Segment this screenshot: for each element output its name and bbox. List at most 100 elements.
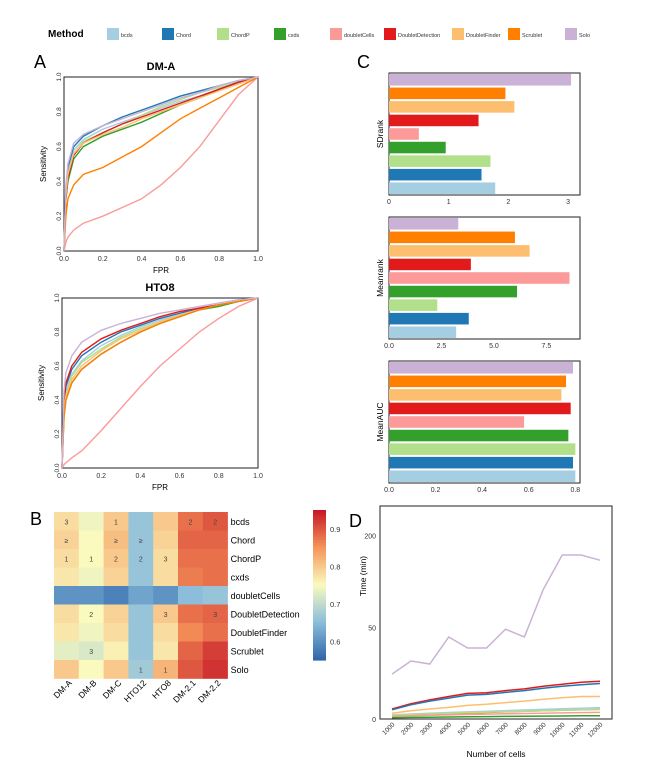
hto8-y-tick-label: 0.6: [54, 361, 61, 370]
dm-a-title: DM-A: [147, 61, 176, 73]
legend-label-doubletdetection: DoubletDetection: [398, 33, 440, 39]
colorbar-segment: [313, 627, 326, 631]
dm-a-x-tick-label: 1.0: [253, 256, 263, 263]
colorbar-segment: [313, 537, 326, 541]
dm-a-plot-frame: [63, 76, 259, 252]
heatmap-cell-label: 3: [164, 612, 168, 619]
sdrank-y-axis-label: SDrank: [375, 119, 385, 148]
meanauc-x-tick-label: 0.0: [384, 487, 394, 494]
heatmap-cell: [103, 604, 129, 624]
heatmap-cell-label: 1: [64, 556, 68, 563]
heatmap-cell: [153, 586, 179, 605]
heatmap-cell: [103, 567, 129, 587]
colorbar-segment: [313, 525, 326, 529]
legend-label-cxds: cxds: [288, 33, 300, 39]
heatmap-cell-label: 2: [213, 519, 217, 526]
runtime-line-chordp: [391, 708, 601, 717]
runtime-line-solo: [391, 554, 601, 675]
heatmap-column-label: DM-2.2: [196, 678, 223, 705]
colorbar-segment: [313, 647, 326, 651]
meanauc-bar-bcds: [389, 470, 576, 482]
panel-label-c: C: [357, 52, 370, 72]
dm-a-x-axis-label: FPR: [153, 266, 169, 275]
sdrank-bar-scrublet: [389, 87, 506, 100]
colorbar-segment: [313, 650, 326, 654]
hto8-y-tick-label: 0.4: [54, 395, 61, 404]
legend-swatch-doubletcells: [330, 28, 342, 40]
colorbar-segment: [313, 622, 326, 626]
meanauc-bar-cxds: [389, 429, 569, 442]
heatmap-cell: [128, 530, 154, 550]
colorbar-segment: [313, 530, 326, 534]
colorbar-segment: [313, 535, 326, 539]
meanrank-bar-scrublet: [389, 231, 515, 244]
auc-heatmap: 3 1 2 2 ≥ ≥ ≥1 1 2 2 3 2 3 3 3 1 1 bcds Chord ChordP cxds dou…: [51, 510, 340, 705]
heatmap-cell-label: 1: [164, 667, 168, 674]
colorbar-segment: [313, 557, 326, 561]
meanauc-bar-doubletdetection: [389, 402, 571, 415]
colorbar-segment: [313, 585, 326, 589]
heatmap-cell-label: 2: [114, 556, 118, 563]
legend-swatch-bcds: [107, 28, 119, 40]
runtime-line-chart: 0 50 200 1000 2000 3000 4000 5000 6000 7000 8000 90…: [358, 505, 613, 759]
heatmap-cell: [78, 530, 104, 550]
heatmap-row-label: Chord: [231, 535, 256, 545]
heatmap-cell: [202, 641, 228, 661]
colorbar-tick-label: 0.7: [330, 600, 340, 609]
colorbar-segment: [313, 527, 326, 531]
colorbar-segment: [313, 540, 326, 544]
heatmap-cell: [54, 530, 80, 550]
legend-swatch-cxds: [274, 28, 286, 40]
heatmap-cell-label: 3: [213, 612, 217, 619]
heatmap-cell: [202, 623, 228, 642]
runtime-x-tick-label: 2000: [400, 721, 415, 736]
hto8-y-tick-label: 0.2: [54, 429, 61, 438]
legend-label-scrublet: Scrublet: [522, 33, 543, 39]
colorbar-segment: [313, 637, 326, 641]
hto8-x-tick-label: 0.4: [136, 473, 146, 480]
heatmap-cell-label: 3: [89, 649, 93, 656]
heatmap-cell: [103, 660, 129, 679]
meanrank-bar-bcds: [389, 326, 457, 338]
meanauc-bar-doubletfinder: [389, 389, 562, 401]
colorbar-segment: [313, 610, 326, 614]
hto8-x-tick-label: 0.8: [214, 473, 224, 480]
heatmap-cell: [128, 604, 154, 624]
colorbar-tick-label: 0.9: [330, 525, 340, 534]
heatmap-cell: [103, 530, 129, 550]
heatmap-cell: [178, 512, 204, 531]
runtime-x-tick-label: 11000: [568, 721, 586, 739]
runtime-x-tick-label: 4000: [438, 721, 453, 736]
dm-a-y-axis-label: Sensitivity: [39, 146, 48, 182]
heatmap-cell: [178, 660, 204, 679]
runtime-x-tick-label: 10000: [549, 721, 567, 739]
heatmap-cell: [54, 512, 80, 531]
colorbar-tick-label: 0.8: [330, 562, 340, 571]
heatmap-cell: [78, 604, 104, 624]
meanrank-bar-doubletfinder: [389, 245, 530, 257]
heatmap-cell: [202, 567, 228, 587]
heatmap-cell: [54, 660, 80, 679]
runtime-x-tick-label: 7000: [495, 721, 510, 736]
heatmap-cell: [78, 586, 104, 605]
runtime-y-tick-label: 50: [368, 625, 376, 632]
heatmap-row-label: DoubletDetection: [231, 609, 300, 619]
heatmap-cell-label: 2: [188, 519, 192, 526]
hto8-title: HTO8: [145, 282, 174, 294]
colorbar-segment: [313, 582, 326, 586]
colorbar-segment: [313, 605, 326, 609]
heatmap-cell-label: ≥: [64, 538, 68, 545]
heatmap-cell: [153, 641, 179, 661]
colorbar-segment: [313, 620, 326, 624]
runtime-y-tick-label: 200: [364, 534, 376, 541]
hto8-x-axis-label: FPR: [152, 483, 168, 492]
meanrank-bar-doubletdetection: [389, 258, 471, 271]
colorbar-segment: [313, 562, 326, 566]
heatmap-column-label: DM-2.1: [171, 678, 198, 705]
heatmap-cell-label: 2: [89, 612, 93, 619]
colorbar-segment: [313, 565, 326, 569]
hto8-x-tick-label: 0.2: [96, 473, 106, 480]
dm-a-x-tick-label: 0.6: [176, 256, 186, 263]
colorbar-segment: [313, 532, 326, 536]
